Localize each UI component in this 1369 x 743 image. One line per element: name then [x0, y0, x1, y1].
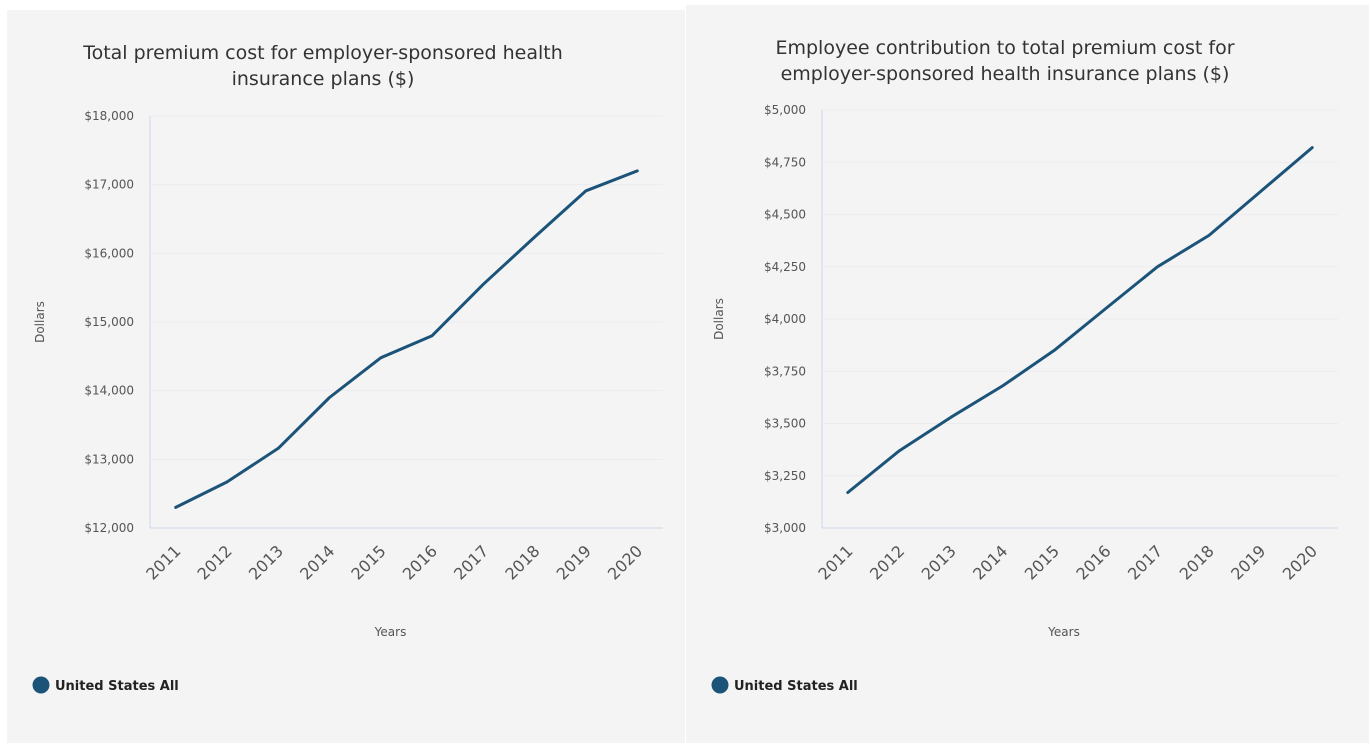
x-tick-label: 2016 — [1072, 541, 1114, 583]
x-tick-label: 2017 — [1124, 541, 1166, 583]
chart-title-line: employer-sponsored health insurance plan… — [781, 63, 1230, 85]
y-tick-label: $3,500 — [764, 417, 806, 431]
chart-svg-contribution: Employee contribution to total premium c… — [711, 37, 1338, 694]
y-tick-label: $17,000 — [84, 178, 134, 192]
y-tick-label: $15,000 — [84, 315, 134, 329]
x-tick-label: 2013 — [245, 541, 287, 583]
chart-title-line: insurance plans ($) — [232, 68, 415, 90]
x-tick-label: 2019 — [1227, 541, 1269, 583]
y-tick-label: $4,250 — [764, 260, 806, 274]
y-tick-label: $18,000 — [84, 109, 134, 123]
y-tick-label: $4,500 — [764, 208, 806, 222]
data-point[interactable] — [273, 443, 283, 453]
y-tick-label: $13,000 — [84, 452, 134, 466]
x-tick-label: 2014 — [969, 541, 1011, 583]
x-tick-label: 2020 — [604, 541, 646, 583]
data-point[interactable] — [376, 353, 386, 363]
legend-label[interactable]: United States All — [55, 679, 179, 694]
y-axis-title: Dollars — [33, 301, 47, 343]
x-tick-label: 2013 — [918, 541, 960, 583]
chart-panel-contribution: Employee contribution to total premium c… — [686, 5, 1369, 743]
y-tick-label: $4,000 — [764, 312, 806, 326]
x-tick-label: 2011 — [814, 541, 856, 583]
x-tick-label: 2018 — [501, 541, 543, 583]
x-tick-label: 2018 — [1176, 541, 1218, 583]
legend-label[interactable]: United States All — [734, 679, 858, 694]
data-point[interactable] — [1101, 304, 1111, 314]
x-tick-label: 2011 — [142, 541, 184, 583]
data-point[interactable] — [1049, 345, 1059, 355]
x-tick-label: 2019 — [553, 541, 595, 583]
x-axis-title: Years — [374, 625, 407, 639]
y-tick-label: $3,250 — [764, 469, 806, 483]
chart-panel-premium: Total premium cost for employer-sponsore… — [7, 10, 685, 743]
chart-title-line: Total premium cost for employer-sponsore… — [82, 42, 563, 64]
data-point[interactable] — [427, 331, 437, 341]
chart-svg-premium: Total premium cost for employer-sponsore… — [32, 42, 663, 694]
data-point[interactable] — [1204, 230, 1214, 240]
data-point[interactable] — [1152, 262, 1162, 272]
data-point[interactable] — [222, 477, 232, 487]
x-tick-label: 2015 — [1021, 541, 1063, 583]
x-tick-label: 2012 — [866, 541, 908, 583]
data-point[interactable] — [478, 279, 488, 289]
y-tick-label: $14,000 — [84, 384, 134, 398]
data-point[interactable] — [998, 381, 1008, 391]
x-tick-label: 2020 — [1279, 541, 1321, 583]
data-point[interactable] — [946, 412, 956, 422]
data-point[interactable] — [894, 446, 904, 456]
y-tick-label: $3,750 — [764, 364, 806, 378]
y-tick-label: $3,000 — [764, 521, 806, 535]
data-point[interactable] — [843, 487, 853, 497]
data-point[interactable] — [325, 393, 335, 403]
x-tick-label: 2016 — [399, 541, 441, 583]
legend-marker[interactable] — [711, 676, 729, 694]
data-point[interactable] — [530, 232, 540, 242]
y-tick-label: $5,000 — [764, 103, 806, 117]
legend-marker[interactable] — [32, 676, 50, 694]
x-tick-label: 2015 — [347, 541, 389, 583]
series-line[interactable] — [846, 146, 1314, 494]
x-tick-label: 2014 — [296, 541, 338, 583]
y-tick-label: $16,000 — [84, 246, 134, 260]
data-point[interactable] — [1256, 187, 1266, 197]
y-axis-title: Dollars — [712, 298, 726, 340]
data-point[interactable] — [1307, 143, 1317, 153]
chart-title-line: Employee contribution to total premium c… — [775, 37, 1234, 59]
x-axis-title: Years — [1047, 625, 1080, 639]
series-line[interactable] — [174, 169, 639, 509]
y-tick-label: $4,750 — [764, 155, 806, 169]
x-tick-label: 2012 — [194, 541, 236, 583]
data-point[interactable] — [632, 166, 642, 176]
x-tick-label: 2017 — [450, 541, 492, 583]
data-point[interactable] — [171, 502, 181, 512]
data-point[interactable] — [581, 186, 591, 196]
y-tick-label: $12,000 — [84, 521, 134, 535]
